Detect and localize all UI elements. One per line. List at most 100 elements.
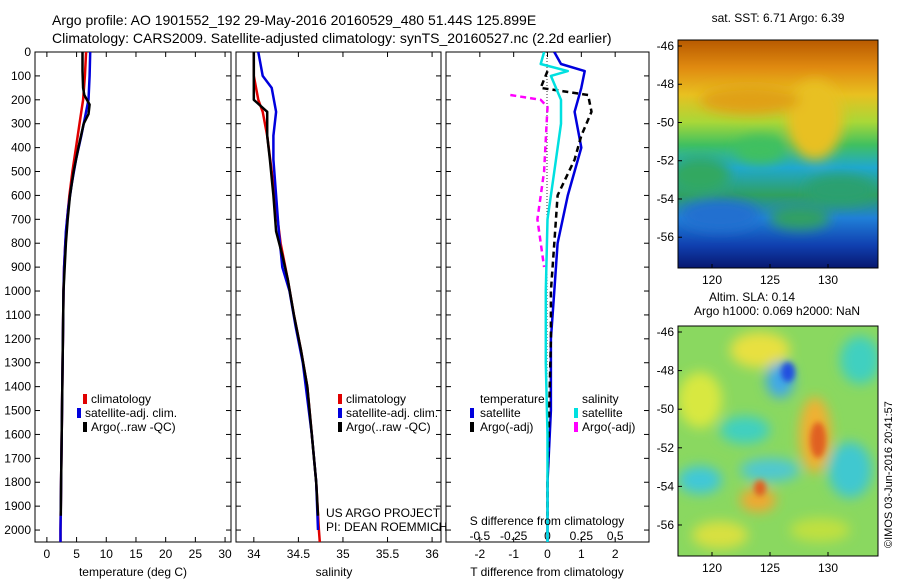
depth-tick-label: 300 <box>11 117 31 131</box>
x-tick-label: 25 <box>189 547 203 561</box>
legend-swatch-satellite <box>77 408 81 418</box>
depth-tick-label: 600 <box>11 188 31 202</box>
sla-map-subtitle: Argo h1000: 0.069 h2000: NaN <box>694 304 860 318</box>
depth-tick-label: 2000 <box>4 523 31 537</box>
map-x-tick-label: 130 <box>818 273 838 287</box>
map-y-tick-label: -50 <box>657 402 675 416</box>
series-line-argoadj <box>539 70 593 516</box>
legend-swatch-satellite <box>338 408 342 418</box>
series-line-satellite <box>546 52 586 542</box>
legend-label-temp-argo: Argo(-adj) <box>480 420 533 434</box>
x-tick-label: 1 <box>578 547 585 561</box>
map-y-tick-label: -56 <box>657 230 675 244</box>
temperature-panel: 0100200300400500600700800900100011001200… <box>4 45 232 579</box>
depth-tick-label: 1100 <box>5 308 31 322</box>
temperature-legend: climatology satellite-adj. clim. Argo(..… <box>77 392 177 434</box>
legend-swatch-climatology <box>338 394 342 404</box>
x-tick-label: 34.5 <box>287 547 311 561</box>
depth-tick-label: 1900 <box>4 499 31 513</box>
legend-label-sal-argo: Argo(-adj) <box>582 420 635 434</box>
project-annotation: US ARGO PROJECT <box>326 506 441 520</box>
map-x-tick-label: 125 <box>760 561 780 575</box>
legend-swatch-temp-satellite <box>470 408 474 418</box>
secondary-x-tick-label: -0.5 <box>469 529 490 543</box>
map-y-tick-label: -52 <box>657 154 675 168</box>
legend-label-argo: Argo(..raw -QC) <box>91 420 176 434</box>
map-x-tick-label: 130 <box>818 561 838 575</box>
x-tick-label: 35 <box>336 547 350 561</box>
salinity-difference-xlabel: S difference from climatology <box>470 514 625 528</box>
secondary-x-tick-label: 0.25 <box>570 529 594 543</box>
depth-tick-label: 1800 <box>4 475 31 489</box>
legend-label-argo: Argo(..raw -QC) <box>346 420 431 434</box>
legend-swatch-temp-argo <box>470 422 474 432</box>
legend-header-temperature: temperature <box>480 392 545 406</box>
map-y-tick-label: -56 <box>657 518 675 532</box>
legend-header-salinity: salinity <box>582 392 619 406</box>
x-tick-label: 20 <box>159 547 173 561</box>
sst-map: sat. SST: 6.71 Argo: 6.39 -46 -48 -50 -52 -5… <box>657 11 879 287</box>
sst-image <box>678 40 878 268</box>
map-y-tick-label: -48 <box>657 77 675 91</box>
series-line-argorawqc <box>59 52 91 516</box>
x-tick-label: 5 <box>73 547 80 561</box>
depth-tick-label: 100 <box>11 69 31 83</box>
map-x-tick-label: 125 <box>760 273 780 287</box>
depth-tick-label: 500 <box>11 165 31 179</box>
sla-map: Altim. SLA: 0.14 Argo h1000: 0.069 h2000… <box>657 290 879 575</box>
x-tick-label: 15 <box>129 547 143 561</box>
legend-label-satellite: satellite-adj. clim. <box>85 406 177 420</box>
series-line-argoadj <box>510 93 549 268</box>
legend-label-sal-satellite: satellite <box>582 406 623 420</box>
legend-swatch-climatology <box>83 394 87 404</box>
depth-tick-label: 1400 <box>4 380 31 394</box>
depth-tick-label: 800 <box>11 236 31 250</box>
sst-frame <box>677 39 879 269</box>
x-tick-label: 0 <box>44 547 51 561</box>
pi-annotation: PI: DEAN ROEMMICH <box>326 520 447 534</box>
legend-label-climatology: climatology <box>91 392 151 406</box>
map-y-tick-label: -48 <box>657 364 675 378</box>
temperature-xlabel: temperature (deg C) <box>79 565 187 579</box>
figure-subtitle: Climatology: CARS2009. Satellite-adjuste… <box>52 30 612 46</box>
legend-label-temp-satellite: satellite <box>480 406 521 420</box>
legend-swatch-argo <box>83 422 87 432</box>
depth-tick-label: 1600 <box>4 427 31 441</box>
difference-xlabel: T difference from climatology <box>470 565 624 579</box>
x-tick-label: 2 <box>612 547 619 561</box>
x-tick-label: -1 <box>508 547 519 561</box>
x-tick-label: 0 <box>544 547 551 561</box>
salinity-panel: 34 34.5 35 35.5 36 salinity climatology sate… <box>235 51 447 579</box>
legend-swatch-argo <box>338 422 342 432</box>
map-x-tick-label: 120 <box>702 273 722 287</box>
x-tick-label: 30 <box>218 547 232 561</box>
secondary-x-tick-label: -0.25 <box>500 529 528 543</box>
map-y-tick-label: -52 <box>657 441 675 455</box>
depth-tick-label: 1000 <box>4 284 31 298</box>
difference-panel: -2 -1 0 1 2-0.5 -0.25 0 0.25 0.5 T difference fr… <box>445 51 650 579</box>
legend-swatch-sal-satellite <box>574 408 578 418</box>
depth-tick-label: 1300 <box>4 356 31 370</box>
depth-tick-label: 200 <box>11 93 31 107</box>
depth-tick-label: 0 <box>24 45 31 59</box>
series-line-argorawqc <box>252 52 320 516</box>
imos-stamp: ©IMOS 03-Jun-2016 20:41:57 <box>883 401 895 548</box>
salinity-legend: climatology satellite-adj. clim. Argo(..… <box>338 392 438 434</box>
sla-frame <box>677 325 879 557</box>
depth-tick-label: 1500 <box>4 404 31 418</box>
series-line-satellite <box>539 52 570 542</box>
depth-tick-label: 1700 <box>4 451 31 465</box>
map-y-tick-label: -50 <box>657 115 675 129</box>
difference-legend: temperature salinity satellite Argo(-adj… <box>470 392 635 434</box>
legend-label-satellite: satellite-adj. clim. <box>346 406 438 420</box>
x-tick-label: 10 <box>100 547 114 561</box>
map-y-tick-label: -54 <box>657 192 675 206</box>
figure-title: Argo profile: AO 1901552_192 29-May-2016… <box>52 12 537 28</box>
sla-image <box>678 326 878 556</box>
depth-tick-label: 900 <box>11 260 31 274</box>
x-tick-label: 35.5 <box>376 547 400 561</box>
map-x-tick-label: 120 <box>702 561 722 575</box>
map-y-tick-label: -46 <box>657 39 675 53</box>
x-tick-label: 34 <box>247 547 261 561</box>
map-y-tick-label: -54 <box>657 479 675 493</box>
